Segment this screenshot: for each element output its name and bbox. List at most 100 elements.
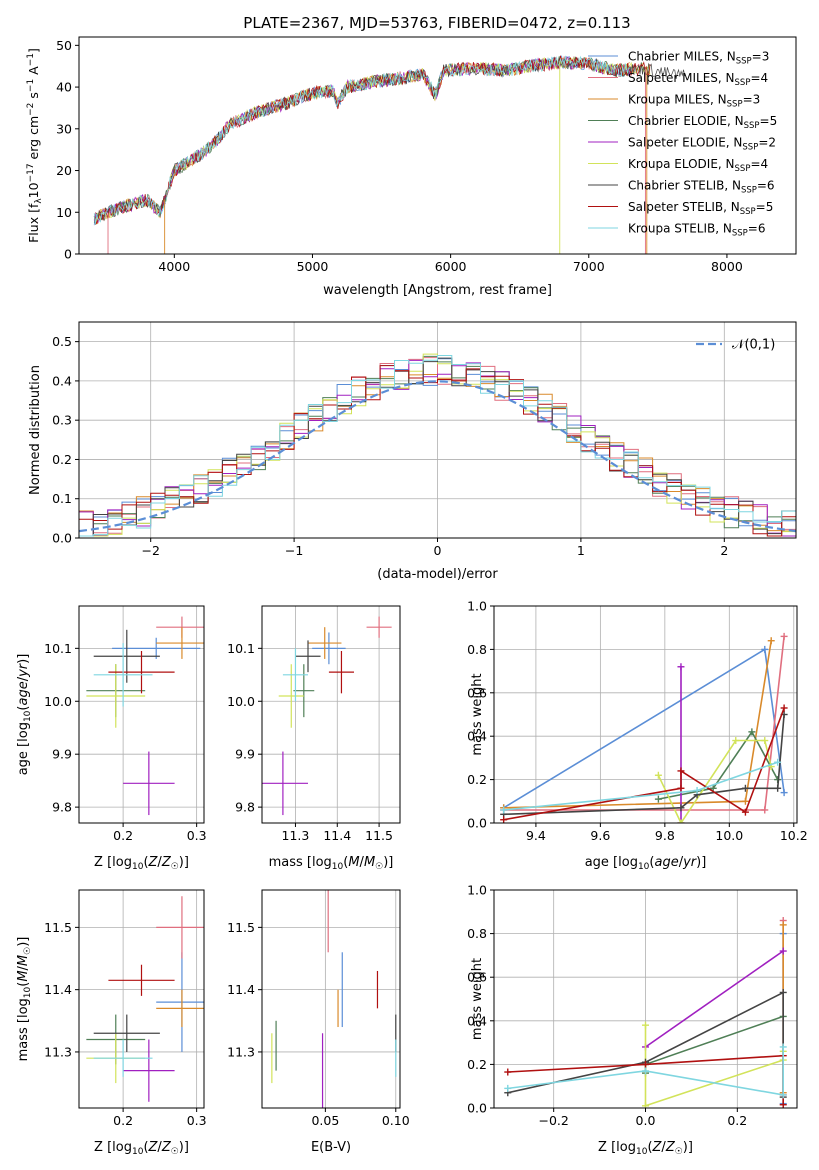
x-axis-label: Z [log10(Z/Z☉)] xyxy=(598,1140,693,1157)
errorbar-chabrier-elodie xyxy=(293,664,315,718)
y-tick-label: 30 xyxy=(56,121,72,136)
errorbar-salpeter-stelib xyxy=(328,650,354,694)
x-tick-label: 0.3 xyxy=(187,828,207,843)
y-axis-label: age [log10(age/yr)] xyxy=(16,654,33,776)
y-tick-label: 9.9 xyxy=(52,747,72,762)
errorbar-chabrier-miles xyxy=(312,632,346,665)
z_mass-panel: 0.2 0.3 11.3 11.4 11.5 Z [log10(Z/Z☉)] mass [l… xyxy=(16,889,207,1157)
legend-entry: Kroupa MILES, NSSP=3 xyxy=(628,93,760,110)
y-tick-label: 20 xyxy=(56,163,72,178)
y-tick-label: 0.4 xyxy=(467,1013,487,1028)
x-tick-label: 5000 xyxy=(297,259,329,274)
y-tick-label: 0 xyxy=(64,247,72,262)
weight-line xyxy=(503,707,785,821)
x-tick-label: 1 xyxy=(577,543,585,558)
y-tick-label: 0.0 xyxy=(467,816,487,831)
errorbar-kroupa-miles xyxy=(156,627,204,659)
y-tick-label: 11.5 xyxy=(227,920,255,935)
y-tick-label: 1.0 xyxy=(467,599,487,614)
mass_age-panel: 11.3 11.4 11.5 9.8 9.9 10.0 10.1 mass [log10(M/… xyxy=(227,605,401,872)
x-tick-label: −2 xyxy=(141,543,159,558)
x-tick-label: 0 xyxy=(434,543,442,558)
y-tick-label: 0.4 xyxy=(52,373,72,388)
errorbar-salpeter-stelib xyxy=(108,650,175,694)
x-tick-label: 0.3 xyxy=(187,1113,207,1128)
weight-series-chabrier-elodie xyxy=(642,1012,787,1077)
y-tick-label: 0.1 xyxy=(52,491,72,506)
y-tick-label: 0.6 xyxy=(467,685,487,700)
x-tick-label: 9.8 xyxy=(655,828,675,843)
age_weight-panel: 9.4 9.6 9.8 10.0 10.2 0.0 0.2 0.4 0.6 0.8 1.0 age [… xyxy=(467,599,808,873)
z_weight-plot-area xyxy=(504,917,787,1108)
weight-line xyxy=(644,1025,785,1107)
x-tick-label: 6000 xyxy=(435,259,467,274)
errorbar-salpeter-elodie xyxy=(123,1039,175,1102)
histogram-kroupa-stelib xyxy=(79,355,796,538)
axes-frame xyxy=(78,889,205,1109)
x-axis-label: (data-model)/error xyxy=(377,567,498,582)
x-axis-label: Z [log10(Z/Z☉)] xyxy=(94,1140,189,1157)
x-tick-label: 8000 xyxy=(711,259,743,274)
y-tick-label: 40 xyxy=(56,80,72,95)
x-tick-label: 0.05 xyxy=(311,1113,339,1128)
legend-entry: Chabrier ELODIE, NSSP=5 xyxy=(628,114,777,131)
spectrum-panel: 4000 5000 6000 7000 8000 0 10 20 30 40 50 wavelengt… xyxy=(26,36,797,298)
errorbar-kroupa-elodie xyxy=(278,664,304,728)
axes-frame xyxy=(493,605,798,824)
ebv_mass-panel: 0.05 0.10 11.3 11.4 11.5 E(B-V) xyxy=(227,889,410,1155)
y-tick-label: 0.2 xyxy=(467,772,487,787)
legend-entry: Salpeter STELIB, NSSP=5 xyxy=(628,200,773,217)
errorbar-kroupa-stelib xyxy=(282,648,308,702)
x-tick-label: 11.3 xyxy=(282,828,310,843)
histogram-salpeter-stelib xyxy=(79,365,796,538)
x-tick-label: −1 xyxy=(285,543,303,558)
errorbar-salpeter-stelib xyxy=(108,964,175,996)
y-tick-label: 11.3 xyxy=(44,1044,72,1059)
axes-frame xyxy=(78,36,797,255)
residuals-plot-area xyxy=(79,353,796,538)
legend-entry: Salpeter MILES, NSSP=4 xyxy=(628,71,768,88)
weight-line xyxy=(658,730,779,800)
legend-entry: Chabrier MILES, NSSP=3 xyxy=(628,50,769,67)
x-tick-label: 0.2 xyxy=(113,1113,133,1128)
z_mass-plot-area xyxy=(86,896,204,1102)
errorbar-kroupa-elodie xyxy=(86,664,146,728)
x-axis-label: wavelength [Angstrom, rest frame] xyxy=(323,283,552,298)
errorbar-kroupa-miles xyxy=(308,627,342,659)
y-tick-label: 10.0 xyxy=(227,694,255,709)
weight-line xyxy=(503,714,785,816)
weight-series-kroupa-stelib xyxy=(504,1043,787,1099)
x-tick-label: 10.2 xyxy=(780,828,808,843)
errorbar-kroupa-stelib xyxy=(93,643,153,707)
weight-line xyxy=(503,761,778,811)
legend-entry: Kroupa ELODIE, NSSP=4 xyxy=(628,157,768,174)
y-axis-label: mass [log10(M/M☉)] xyxy=(16,937,33,1062)
errorbar-salpeter-miles xyxy=(156,896,204,959)
errorbar-chabrier-stelib xyxy=(295,640,321,673)
y-axis-label: mass weight xyxy=(470,958,485,1040)
x-axis-label: age [log10(age/yr)] xyxy=(585,855,707,872)
axes-frame xyxy=(261,889,401,1109)
errorbar-kroupa-miles xyxy=(156,989,204,1028)
weight-line xyxy=(503,648,785,809)
mass_age-plot-area xyxy=(262,616,392,816)
y-tick-label: 0.8 xyxy=(467,642,487,657)
weight-series-salpeter-elodie xyxy=(642,947,787,1051)
legend-entry: Chabrier STELIB, NSSP=6 xyxy=(628,179,775,196)
weight-series-chabrier-miles xyxy=(500,645,788,812)
spectrum-line-kroupa-stelib xyxy=(93,55,631,224)
errorbar-chabrier-stelib xyxy=(93,629,160,683)
y-tick-label: 0.5 xyxy=(52,334,72,349)
y-tick-label: 0.2 xyxy=(467,1057,487,1072)
figure-title: PLATE=2367, MJD=53763, FIBERID=0472, z=0… xyxy=(243,14,630,32)
spectrum-line-salpeter-elodie xyxy=(93,56,631,223)
y-tick-label: 11.4 xyxy=(44,982,72,997)
y-tick-label: 0.3 xyxy=(52,413,72,428)
x-tick-label: 0.0 xyxy=(636,1113,656,1128)
weight-series-salpeter-elodie xyxy=(677,663,685,823)
weight-line xyxy=(507,1047,785,1096)
errorbar-kroupa-stelib xyxy=(93,1039,153,1077)
x-tick-label: 10.0 xyxy=(715,828,743,843)
y-tick-label: 0.8 xyxy=(467,926,487,941)
